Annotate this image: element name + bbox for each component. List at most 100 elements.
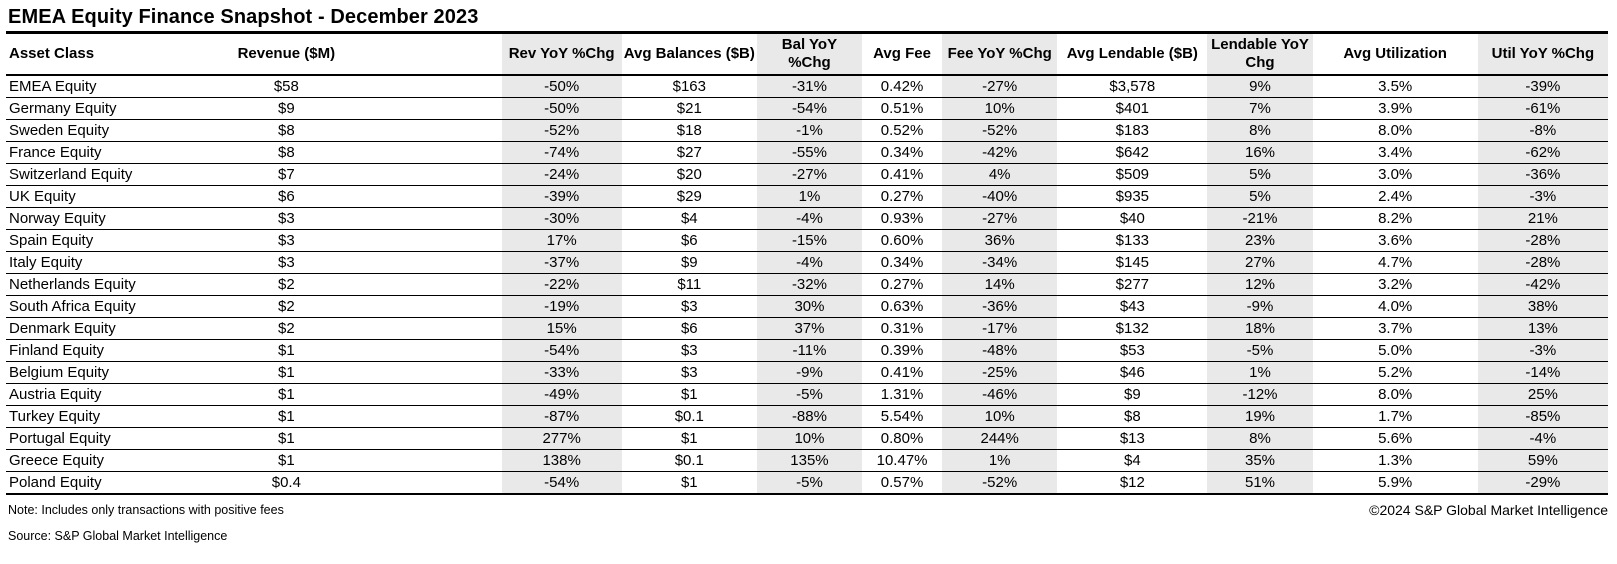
cell-revenue: $1 <box>216 405 357 428</box>
cell-bal-yoy-pct-chg: -54% <box>756 97 863 120</box>
cell-lendable-yoy-chg: 51% <box>1207 471 1313 495</box>
cell-avg-utilization: 3.4% <box>1312 141 1478 164</box>
cell-avg-fee: 0.27% <box>862 273 943 296</box>
cell-avg-balances: $1 <box>621 383 757 406</box>
spacer-cell <box>356 471 502 495</box>
cell-revenue: $1 <box>216 449 357 472</box>
cell-fee-yoy-pct-chg: 244% <box>942 427 1058 450</box>
spacer-cell <box>356 427 502 450</box>
cell-avg-balances: $29 <box>621 185 757 208</box>
cell-asset-class: Denmark Equity <box>6 317 217 340</box>
cell-util-yoy-pct-chg: 38% <box>1477 295 1608 318</box>
cell-fee-yoy-pct-chg: 36% <box>942 229 1058 252</box>
cell-avg-fee: 0.63% <box>862 295 943 318</box>
column-header-asset-class: Asset Class <box>6 34 217 76</box>
report-page: EMEA Equity Finance Snapshot - December … <box>6 0 1608 543</box>
spacer-cell <box>356 449 502 472</box>
cell-bal-yoy-pct-chg: -5% <box>756 383 863 406</box>
cell-asset-class: Austria Equity <box>6 383 217 406</box>
cell-bal-yoy-pct-chg: -27% <box>756 163 863 186</box>
cell-lendable-yoy-chg: -5% <box>1207 339 1313 362</box>
cell-asset-class: Germany Equity <box>6 97 217 120</box>
column-header-fee-yoy-pct-chg: Fee YoY %Chg <box>942 34 1058 76</box>
cell-rev-yoy-pct-chg: -54% <box>501 339 622 362</box>
cell-fee-yoy-pct-chg: 10% <box>942 97 1058 120</box>
spacer-cell <box>356 97 502 120</box>
cell-bal-yoy-pct-chg: 30% <box>756 295 863 318</box>
column-header-avg-utilization: Avg Utilization <box>1312 34 1478 76</box>
cell-avg-balances: $20 <box>621 163 757 186</box>
table-row: Germany Equity $9 -50% $21 -54% 0.51% 10% $401 7… <box>6 97 1608 120</box>
cell-asset-class: Sweden Equity <box>6 119 217 142</box>
cell-lendable-yoy-chg: 9% <box>1207 75 1313 98</box>
cell-avg-fee: 0.51% <box>862 97 943 120</box>
cell-bal-yoy-pct-chg: -5% <box>756 471 863 495</box>
cell-lendable-yoy-chg: 1% <box>1207 361 1313 384</box>
cell-lendable-yoy-chg: 16% <box>1207 141 1313 164</box>
cell-avg-utilization: 2.4% <box>1312 185 1478 208</box>
cell-lendable-yoy-chg: 23% <box>1207 229 1313 252</box>
table-row: France Equity $8 -74% $27 -55% 0.34% -42% $642 1… <box>6 141 1608 164</box>
cell-avg-lendable: $183 <box>1057 119 1208 142</box>
column-header-avg-balances: Avg Balances ($B) <box>621 34 757 76</box>
cell-lendable-yoy-chg: 5% <box>1207 185 1313 208</box>
cell-asset-class: UK Equity <box>6 185 217 208</box>
cell-bal-yoy-pct-chg: 37% <box>756 317 863 340</box>
cell-avg-utilization: 5.6% <box>1312 427 1478 450</box>
cell-avg-lendable: $401 <box>1057 97 1208 120</box>
table-row: Portugal Equity $1 277% $1 10% 0.80% 244% $13 8%… <box>6 427 1608 450</box>
cell-util-yoy-pct-chg: -14% <box>1477 361 1608 384</box>
spacer-cell <box>356 207 502 230</box>
cell-avg-fee: 1.31% <box>862 383 943 406</box>
cell-util-yoy-pct-chg: -85% <box>1477 405 1608 428</box>
cell-fee-yoy-pct-chg: -36% <box>942 295 1058 318</box>
cell-avg-lendable: $43 <box>1057 295 1208 318</box>
cell-asset-class: Finland Equity <box>6 339 217 362</box>
table-row: EMEA Equity $58 -50% $163 -31% 0.42% -27% $3,57… <box>6 75 1608 98</box>
cell-util-yoy-pct-chg: -28% <box>1477 229 1608 252</box>
cell-util-yoy-pct-chg: 59% <box>1477 449 1608 472</box>
cell-revenue: $1 <box>216 427 357 450</box>
cell-avg-utilization: 4.0% <box>1312 295 1478 318</box>
cell-avg-lendable: $935 <box>1057 185 1208 208</box>
cell-avg-lendable: $3,578 <box>1057 75 1208 98</box>
cell-rev-yoy-pct-chg: -54% <box>501 471 622 495</box>
cell-avg-utilization: 5.0% <box>1312 339 1478 362</box>
cell-fee-yoy-pct-chg: 10% <box>942 405 1058 428</box>
cell-avg-balances: $3 <box>621 339 757 362</box>
column-header-lendable-yoy-chg: Lendable YoY Chg <box>1207 34 1313 76</box>
cell-avg-fee: 0.52% <box>862 119 943 142</box>
cell-util-yoy-pct-chg: -62% <box>1477 141 1608 164</box>
cell-fee-yoy-pct-chg: -52% <box>942 471 1058 495</box>
cell-fee-yoy-pct-chg: -25% <box>942 361 1058 384</box>
column-header-bal-yoy-pct-chg: Bal YoY %Chg <box>756 34 863 76</box>
cell-asset-class: Turkey Equity <box>6 405 217 428</box>
spacer-cell <box>356 119 502 142</box>
column-header-avg-lendable: Avg Lendable ($B) <box>1057 34 1208 76</box>
cell-avg-fee: 0.60% <box>862 229 943 252</box>
cell-util-yoy-pct-chg: -39% <box>1477 75 1608 98</box>
cell-util-yoy-pct-chg: -36% <box>1477 163 1608 186</box>
cell-avg-utilization: 3.6% <box>1312 229 1478 252</box>
cell-bal-yoy-pct-chg: -1% <box>756 119 863 142</box>
cell-fee-yoy-pct-chg: -27% <box>942 75 1058 98</box>
cell-fee-yoy-pct-chg: -52% <box>942 119 1058 142</box>
cell-avg-utilization: 3.9% <box>1312 97 1478 120</box>
cell-avg-balances: $21 <box>621 97 757 120</box>
cell-revenue: $1 <box>216 361 357 384</box>
column-header-spacer <box>356 34 502 76</box>
spacer-cell <box>356 405 502 428</box>
cell-avg-fee: 0.34% <box>862 251 943 274</box>
cell-rev-yoy-pct-chg: -30% <box>501 207 622 230</box>
cell-revenue: $9 <box>216 97 357 120</box>
cell-fee-yoy-pct-chg: -42% <box>942 141 1058 164</box>
table-row: Norway Equity $3 -30% $4 -4% 0.93% -27% $40 -21%… <box>6 207 1608 230</box>
cell-lendable-yoy-chg: 8% <box>1207 119 1313 142</box>
spacer-cell <box>356 141 502 164</box>
footer-note: Note: Includes only transactions with po… <box>8 503 284 517</box>
cell-asset-class: Poland Equity <box>6 471 217 495</box>
cell-avg-lendable: $145 <box>1057 251 1208 274</box>
cell-rev-yoy-pct-chg: 15% <box>501 317 622 340</box>
cell-rev-yoy-pct-chg: -24% <box>501 163 622 186</box>
cell-avg-fee: 5.54% <box>862 405 943 428</box>
